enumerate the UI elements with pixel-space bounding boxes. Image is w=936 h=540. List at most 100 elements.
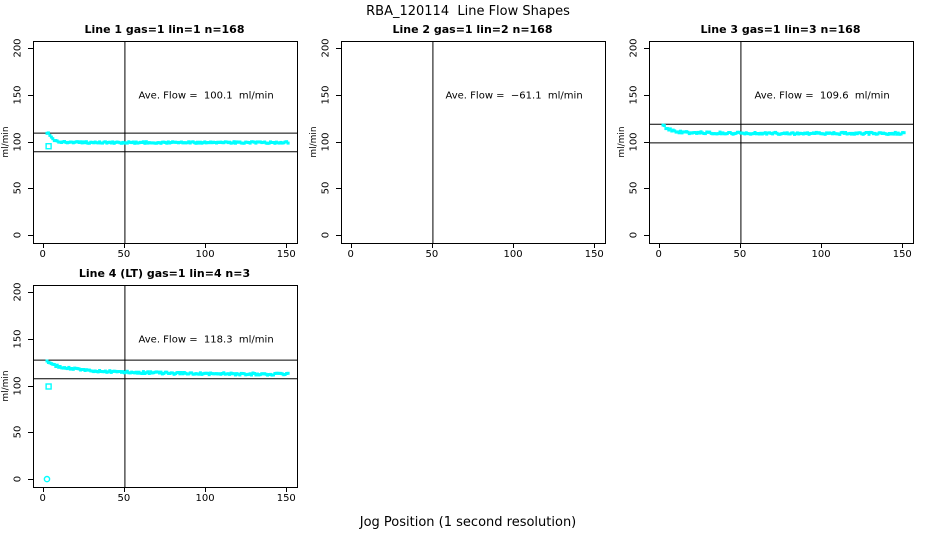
x-axis-tick [123,487,125,492]
x-axis-tick [431,243,433,248]
outlier-point [43,475,51,483]
y-axis-tick-label: 0 [12,231,24,238]
x-axis-tick-label: 50 [425,249,439,260]
y-axis-tick-label: 100 [320,131,332,152]
x-axis-tick [123,243,125,248]
x-axis-tick [42,487,44,492]
y-axis-tick-label: 150 [320,85,332,105]
y-axis-tick [28,188,33,190]
x-axis-tick [658,243,660,248]
x-axis-tick [902,243,904,248]
plot-canvas [650,42,913,243]
y-axis-tick [28,338,33,340]
y-axis-tick-label: 200 [628,38,640,58]
x-axis-tick-label: 0 [347,249,354,260]
y-axis-tick-label: 0 [320,231,332,238]
plot-area: Ave. Flow = −61.1 ml/min [341,41,606,244]
x-axis-tick [513,243,515,248]
y-axis-tick [28,94,33,96]
x-axis-tick-label: 100 [811,249,831,260]
y-axis-title: ml/min [617,125,627,158]
x-axis-tick-label: 150 [276,493,296,504]
flow-scatter-points [661,123,906,136]
y-axis-tick-label: 100 [628,131,640,152]
x-axis-tick-label: 0 [39,493,46,504]
x-axis-tick [821,243,823,248]
y-axis-tick-label: 0 [628,231,640,238]
outlier-point [45,143,52,150]
y-axis-tick-label: 150 [12,329,24,349]
x-axis-tick [286,487,288,492]
y-axis-tick [336,234,341,236]
x-axis-tick [286,243,288,248]
x-axis-tick [205,243,207,248]
x-axis-tick-label: 100 [195,249,215,260]
y-axis-tick [336,48,341,50]
x-axis-tick-label: 50 [117,249,131,260]
y-axis-tick-label: 200 [320,38,332,58]
y-axis-tick [336,188,341,190]
y-axis-tick [28,141,33,143]
outlier-point [45,383,52,390]
y-axis-tick [28,478,33,480]
x-axis-tick [594,243,596,248]
y-axis-tick-label: 100 [12,131,24,152]
x-axis-tick-label: 50 [117,493,131,504]
y-axis-tick-label: 150 [12,85,24,105]
x-axis-tick-label: 50 [733,249,747,260]
y-axis-tick [28,385,33,387]
y-axis-tick [28,432,33,434]
x-axis-tick [205,487,207,492]
y-axis-tick [28,234,33,236]
x-axis-tick [42,243,44,248]
subplot-line-2: Line 2 gas=1 lin=2 n=168 Ave. Flow = −61… [309,20,616,265]
x-axis-title: Jog Position (1 second resolution) [359,515,577,530]
plot-area: Ave. Flow = 109.6 ml/min [649,41,914,244]
subplot-title: Line 3 gas=1 lin=3 n=168 [700,23,861,36]
ave-flow-annotation: Ave. Flow = 100.1 ml/min [138,90,274,102]
x-axis-tick-label: 150 [892,249,912,260]
plot-area: Ave. Flow = 100.1 ml/min [33,41,298,244]
x-axis-tick-label: 100 [195,493,215,504]
y-axis-tick-label: 100 [12,375,24,396]
ave-flow-annotation: Ave. Flow = −61.1 ml/min [445,90,583,102]
flow-scatter-points [45,131,290,145]
x-axis-tick-label: 0 [655,249,662,260]
y-axis-tick-label: 200 [12,38,24,58]
x-axis-tick-label: 150 [276,249,296,260]
subplot-line-1: Line 1 gas=1 lin=1 n=168 Ave. Flow = 100… [1,20,308,265]
y-axis-tick [28,292,33,294]
y-axis-tick [28,48,33,50]
y-axis-tick-label: 50 [12,181,24,195]
y-axis-tick-label: 50 [12,425,24,439]
plot-area: Ave. Flow = 118.3 ml/min [33,285,298,488]
y-axis-tick-label: 50 [628,181,640,195]
plot-canvas [34,42,297,243]
y-axis-tick-label: 200 [12,282,24,302]
y-axis-tick [644,94,649,96]
x-axis-tick [739,243,741,248]
subplot-line-4: Line 4 (LT) gas=1 lin=4 n=3 Ave. Flow = … [1,264,308,509]
ave-flow-annotation: Ave. Flow = 118.3 ml/min [138,334,274,346]
y-axis-tick [644,234,649,236]
subplot-title: Line 2 gas=1 lin=2 n=168 [392,23,553,36]
y-axis-tick-label: 0 [12,475,24,482]
ave-flow-annotation: Ave. Flow = 109.6 ml/min [754,90,890,102]
y-axis-title: ml/min [1,125,11,158]
plot-canvas [34,286,297,487]
y-axis-tick [644,188,649,190]
y-axis-title: ml/min [1,369,11,402]
x-axis-tick-label: 100 [503,249,523,260]
y-axis-title: ml/min [309,125,319,158]
flow-scatter-points [45,359,290,377]
y-axis-tick [336,94,341,96]
x-axis-tick-label: 150 [584,249,604,260]
plot-canvas [432,42,434,243]
chart-title: RBA_120114 Line Flow Shapes [366,4,570,19]
y-axis-tick-label: 150 [628,85,640,105]
y-axis-tick [644,48,649,50]
x-axis-tick [350,243,352,248]
subplot-title: Line 1 gas=1 lin=1 n=168 [84,23,245,36]
subplot-line-3: Line 3 gas=1 lin=3 n=168 Ave. Flow = 109… [617,20,924,265]
y-axis-tick [336,141,341,143]
